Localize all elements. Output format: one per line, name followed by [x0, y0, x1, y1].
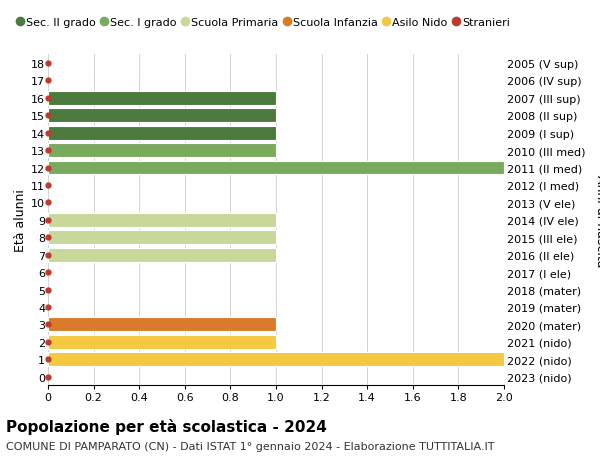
Bar [48, 335, 276, 349]
Bar [48, 144, 276, 158]
Text: Popolazione per età scolastica - 2024: Popolazione per età scolastica - 2024 [6, 418, 327, 434]
Bar [48, 213, 276, 227]
Bar [48, 231, 276, 245]
Legend: Sec. II grado, Sec. I grado, Scuola Primaria, Scuola Infanzia, Asilo Nido, Stran: Sec. II grado, Sec. I grado, Scuola Prim… [17, 17, 509, 28]
Y-axis label: Età alunni: Età alunni [14, 189, 27, 252]
Bar [48, 126, 276, 140]
Bar [48, 353, 504, 366]
Bar [48, 318, 276, 332]
Bar [48, 161, 504, 175]
Bar [48, 109, 276, 123]
Y-axis label: Anni di nascita: Anni di nascita [593, 174, 600, 267]
Text: COMUNE DI PAMPARATO (CN) - Dati ISTAT 1° gennaio 2024 - Elaborazione TUTTITALIA.: COMUNE DI PAMPARATO (CN) - Dati ISTAT 1°… [6, 441, 494, 451]
Bar [48, 92, 276, 106]
Bar [48, 248, 276, 262]
